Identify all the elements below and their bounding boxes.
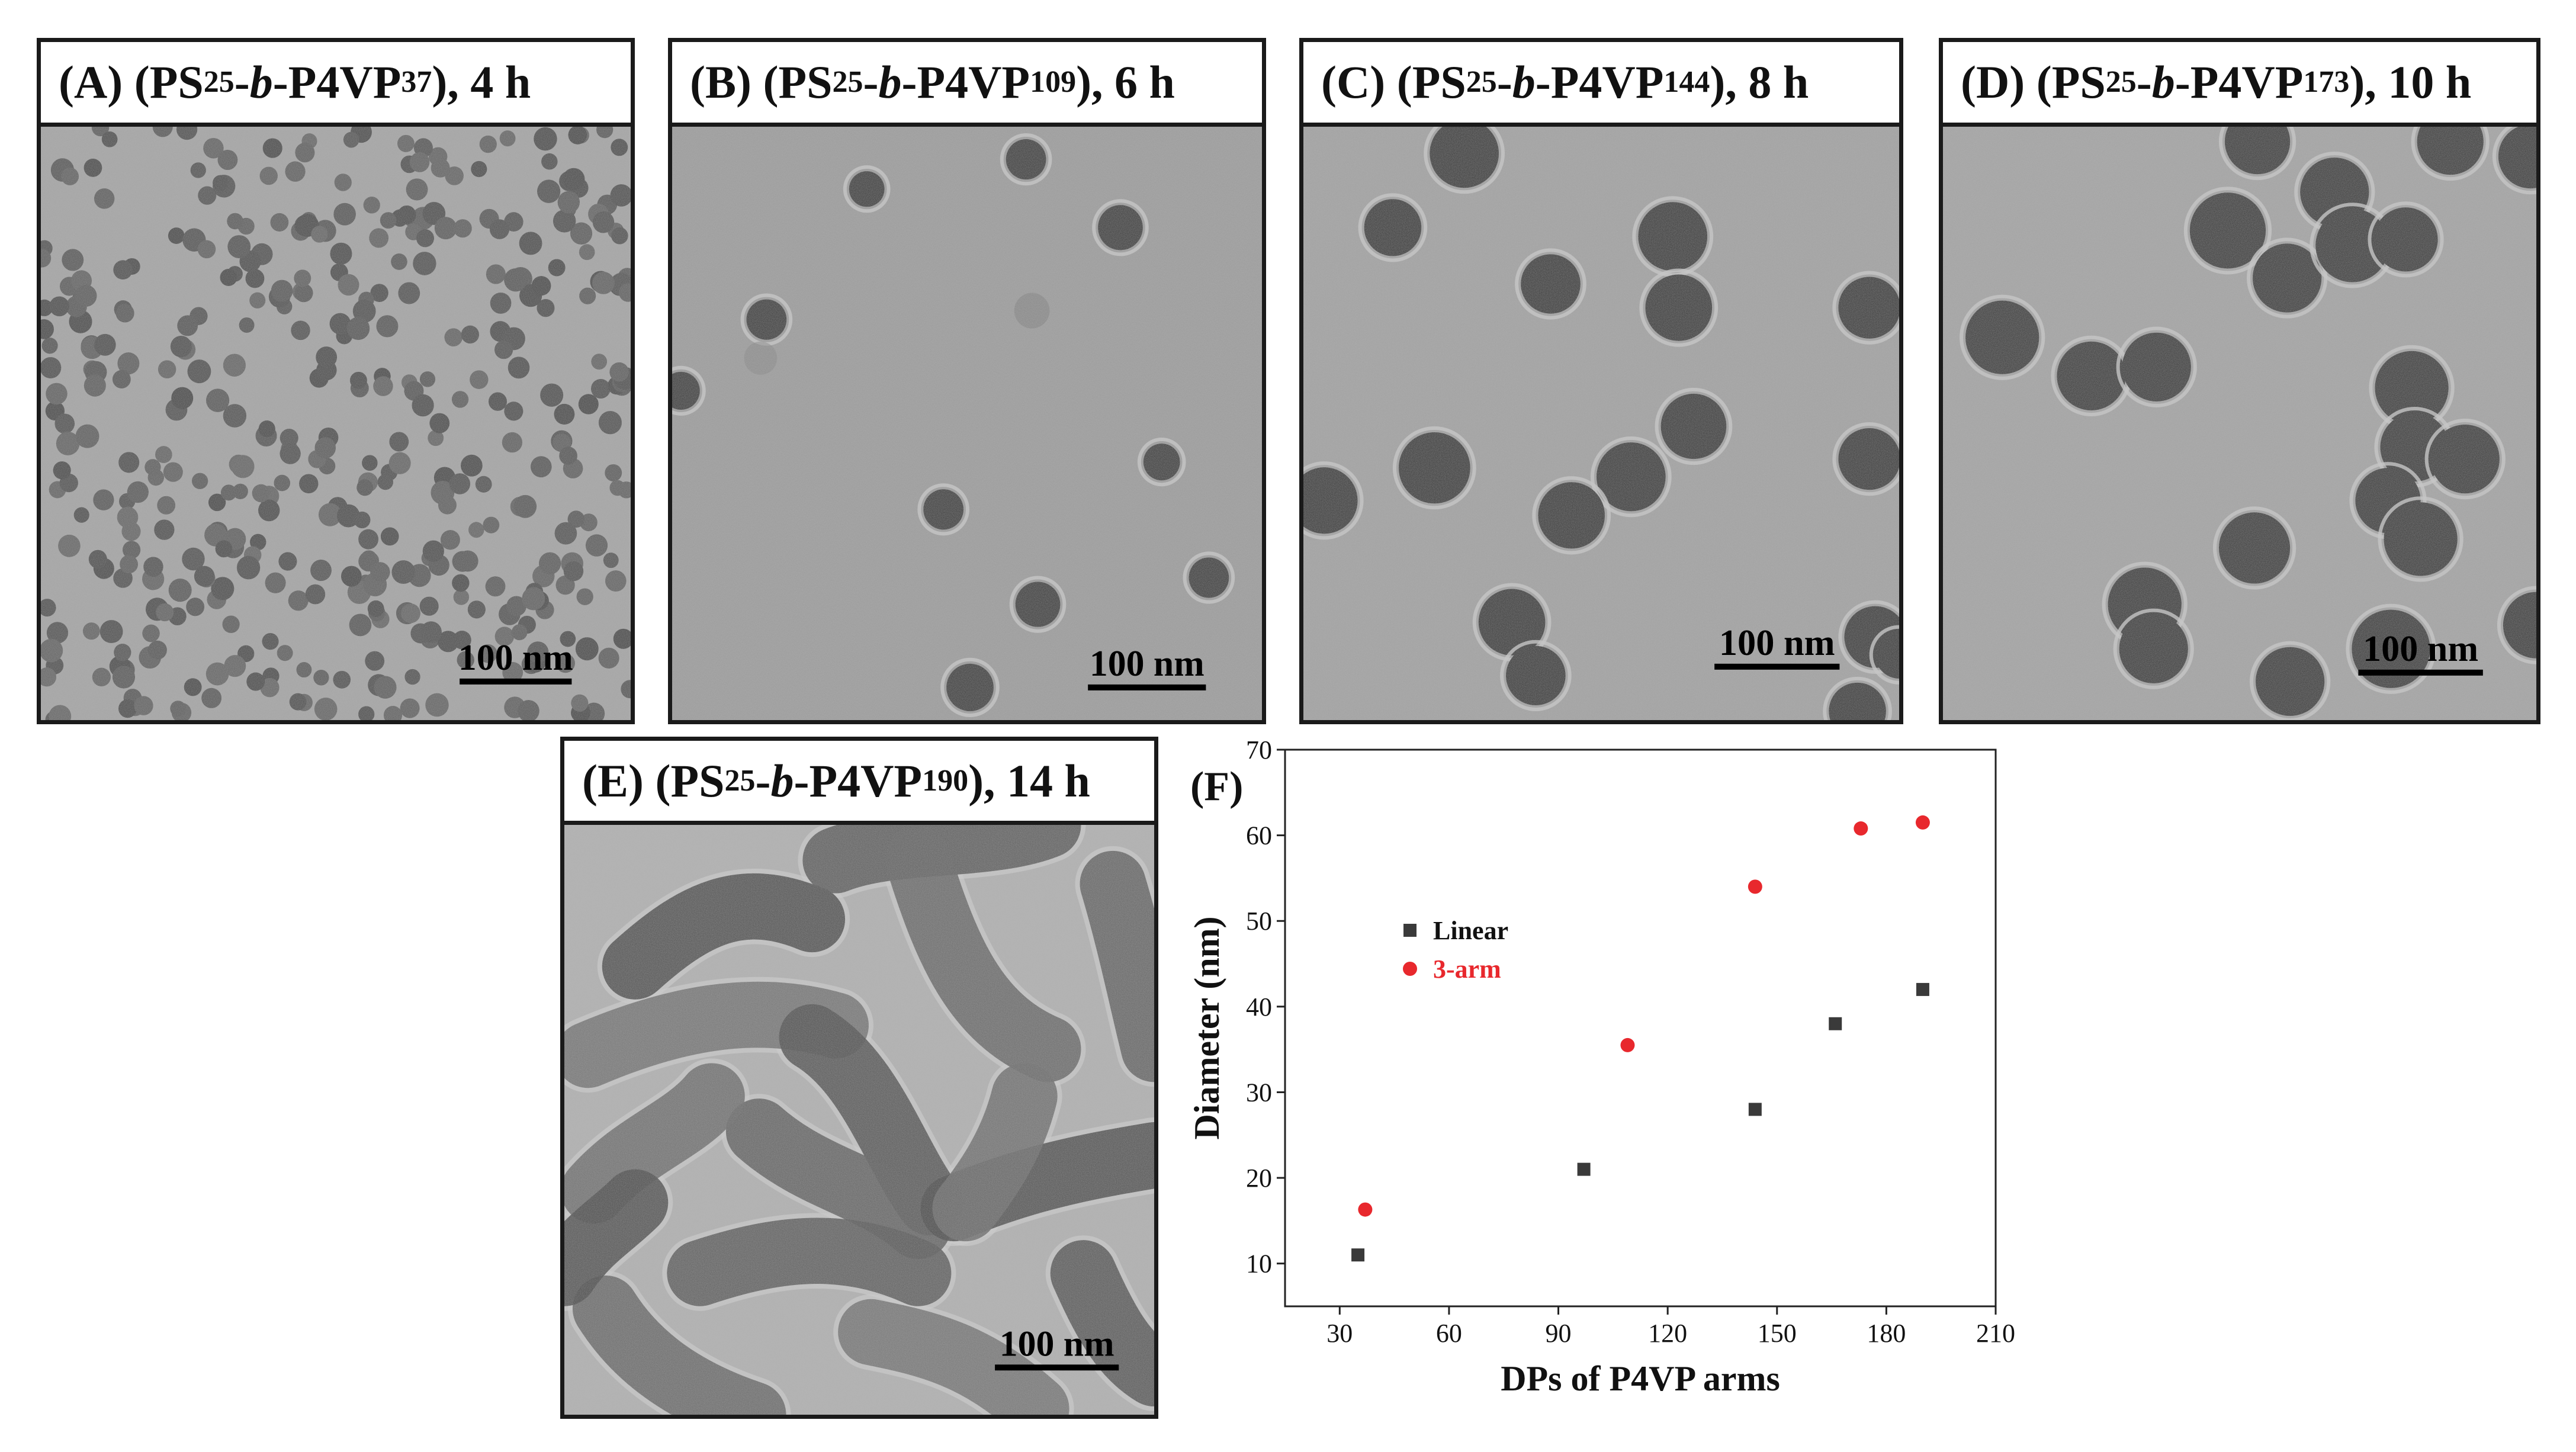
x-tick-label-2: 90 xyxy=(1546,1319,1572,1348)
scale-bar-e: 100 nm xyxy=(995,1323,1119,1371)
panel-f-letter: (F) xyxy=(1190,764,1243,809)
y-tick-label-6: 70 xyxy=(1246,735,1272,764)
tem-image-d: 100 nm xyxy=(1939,123,2540,724)
panel-c-label: (C) (PS 25- b -P4VP 144), 8 h xyxy=(1299,38,1903,127)
svg-text:100 nm: 100 nm xyxy=(2363,629,2478,669)
legend-label-1: 3-arm xyxy=(1433,955,1501,984)
x-tick-label-0: 30 xyxy=(1326,1319,1353,1348)
x-tick-label-3: 120 xyxy=(1648,1319,1687,1348)
legend-label-0: Linear xyxy=(1433,916,1508,945)
panel-e-label: (E) (PS 25- b -P4VP 190), 14 h xyxy=(560,737,1158,825)
scale-bar-a: 100 nm xyxy=(458,638,573,685)
y-axis-title: Diameter (nm) xyxy=(1187,916,1226,1139)
legend-marker-linear xyxy=(1403,924,1417,937)
plot-frame xyxy=(1284,749,1997,1308)
x-tick-label-5: 180 xyxy=(1867,1319,1906,1348)
panel-a-label: (A) (PS 25- b -P4VP 37), 4 h xyxy=(37,38,635,127)
point-3arm-1 xyxy=(1620,1037,1635,1052)
x-tick-label-4: 150 xyxy=(1758,1319,1797,1348)
tem-image-c: 100 nm xyxy=(1299,123,1903,724)
tem-image-e: 100 nm xyxy=(560,821,1158,1419)
legend-marker-3arm xyxy=(1403,962,1417,976)
svg-text:100 nm: 100 nm xyxy=(1000,1323,1114,1364)
y-tick-label-5: 60 xyxy=(1246,821,1272,850)
point-linear-4 xyxy=(1916,982,1929,996)
x-tick-label-1: 60 xyxy=(1436,1319,1462,1348)
x-axis-title: DPs of P4VP arms xyxy=(1501,1359,1780,1398)
point-3arm-0 xyxy=(1358,1202,1373,1217)
tem-image-b: 100 nm xyxy=(668,123,1266,724)
svg-text:100 nm: 100 nm xyxy=(1719,623,1835,663)
panel-b-label: (B) (PS 25- b -P4VP 109), 6 h xyxy=(668,38,1266,127)
point-3arm-2 xyxy=(1748,879,1762,894)
y-tick-label-2: 30 xyxy=(1246,1078,1272,1107)
x-tick-label-6: 210 xyxy=(1976,1319,2015,1348)
y-tick-label-4: 50 xyxy=(1246,907,1272,936)
svg-text:100 nm: 100 nm xyxy=(458,638,573,678)
scale-bar-b: 100 nm xyxy=(1088,644,1206,690)
scale-bar-c: 100 nm xyxy=(1714,623,1840,670)
tem-image-a: 100 nm xyxy=(37,123,635,724)
point-linear-3 xyxy=(1829,1017,1842,1030)
y-tick-label-1: 20 xyxy=(1246,1164,1272,1193)
panel-d-label: (D) (PS 25- b -P4VP 173), 10 h xyxy=(1939,38,2540,127)
legend: Linear 3-arm xyxy=(1403,916,1508,984)
point-3arm-4 xyxy=(1915,815,1930,830)
point-linear-2 xyxy=(1748,1103,1762,1116)
y-tick-label-0: 10 xyxy=(1246,1249,1272,1278)
svg-text:100 nm: 100 nm xyxy=(1090,644,1205,684)
point-linear-1 xyxy=(1577,1162,1591,1176)
point-3arm-3 xyxy=(1854,821,1868,836)
point-linear-0 xyxy=(1351,1248,1365,1262)
y-tick-label-3: 40 xyxy=(1246,992,1272,1021)
scale-bar-d: 100 nm xyxy=(2358,629,2483,676)
panel-f-chart: (F) 30 60 90 120 150 180 210 10 20 30 40 50 60 70 DPs o… xyxy=(1178,732,2031,1452)
